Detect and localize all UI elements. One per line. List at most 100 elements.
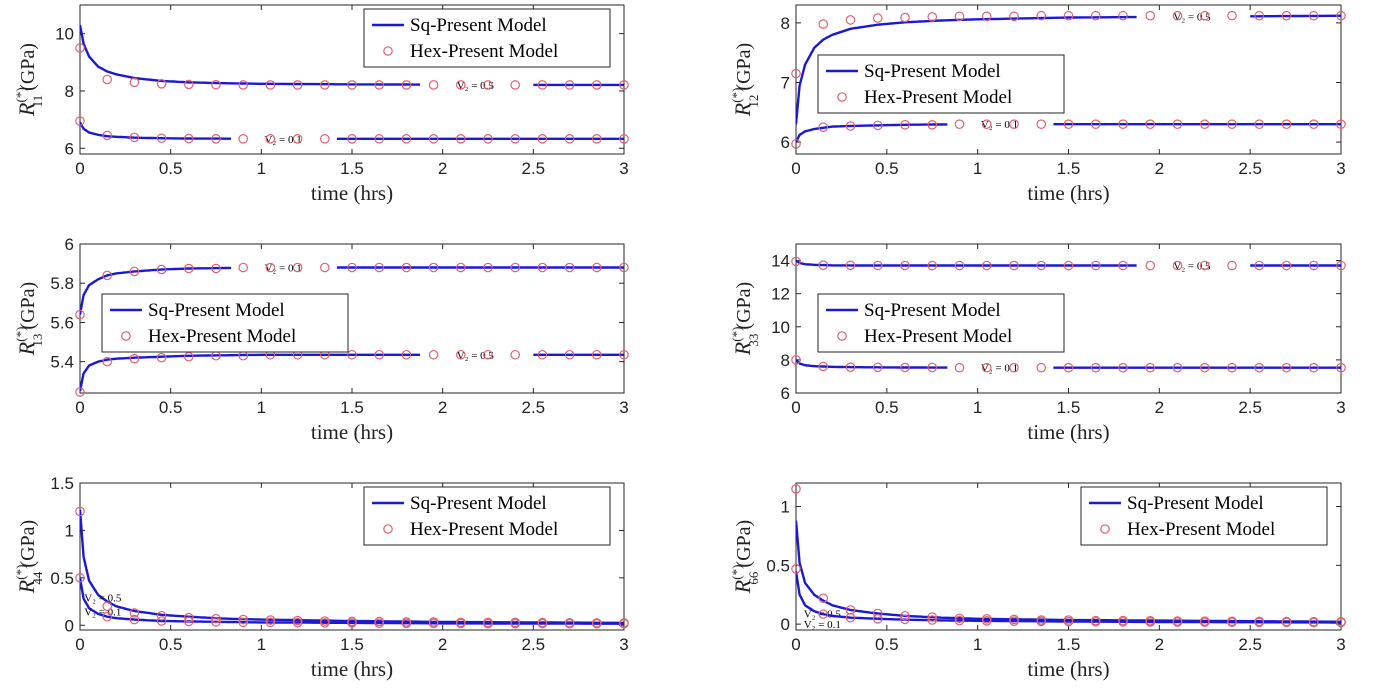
hex-marker xyxy=(1145,260,1156,271)
hex-marker xyxy=(1145,119,1156,129)
hex-marker xyxy=(455,134,466,144)
hex-marker xyxy=(1036,362,1047,373)
hex-marker xyxy=(927,615,938,625)
hex-marker xyxy=(954,119,965,129)
hex-marker xyxy=(900,260,910,271)
hex-marker xyxy=(211,617,221,627)
hex-marker xyxy=(619,262,629,273)
hex-marker xyxy=(347,349,357,360)
hex-marker xyxy=(1009,616,1019,626)
x-tick-label: 0.5 xyxy=(159,635,183,654)
hex-marker xyxy=(954,362,965,373)
legend-marker-swatch xyxy=(837,92,847,102)
x-tick-label: 0.5 xyxy=(875,159,899,178)
legend-box xyxy=(363,8,611,68)
hex-marker xyxy=(1090,119,1101,129)
y-tick-label: 1 xyxy=(65,521,74,540)
hex-marker xyxy=(238,134,248,144)
sq-curve-line xyxy=(80,577,624,625)
hex-marker xyxy=(510,134,520,144)
hex-marker xyxy=(347,80,357,90)
hex-marker xyxy=(845,260,856,271)
curve-annotation: V₂ = 0.5 xyxy=(1173,261,1211,273)
hex-marker xyxy=(374,80,384,90)
x-axis-label: time (hrs) xyxy=(1027,420,1109,444)
hex-marker xyxy=(265,617,276,628)
x-tick-label: 0 xyxy=(75,159,84,178)
hex-marker xyxy=(872,608,883,619)
hex-marker xyxy=(1227,119,1237,129)
hex-marker xyxy=(292,262,303,273)
hex-marker xyxy=(211,134,221,144)
hex-marker xyxy=(927,362,938,373)
sq-curve-line xyxy=(80,121,624,140)
y-tick-label: 5.6 xyxy=(50,313,74,332)
hex-marker xyxy=(510,262,520,273)
hex-marker xyxy=(1172,10,1183,21)
subplot-4: 0 0.5 1 1.5 2 2.5 3 6 8 10 12 14 time (hrs) R(*) 33(GP… xyxy=(729,243,1346,444)
hex-marker xyxy=(129,608,140,618)
y-tick-label: 6 xyxy=(781,133,790,152)
x-tick-label: 3 xyxy=(619,398,628,417)
hex-marker xyxy=(428,134,439,144)
legend: Sq-Present Model Hex-Present Model xyxy=(817,293,1065,353)
x-tick-label: 1.5 xyxy=(340,398,364,417)
legend-label-hex: Hex-Present Model xyxy=(864,326,1012,347)
hex-marker xyxy=(791,256,801,267)
hex-marker xyxy=(238,80,248,90)
hex-marker xyxy=(900,12,910,23)
hex-marker xyxy=(1254,119,1265,129)
hex-marker xyxy=(1090,362,1101,373)
hex-marker xyxy=(845,362,856,372)
sq-curve-line xyxy=(80,509,624,625)
hex-marker xyxy=(564,262,575,273)
hex-marker xyxy=(981,362,992,373)
x-tick-label: 2.5 xyxy=(522,398,546,417)
curve-annotation: V₂ = 0.1 xyxy=(981,363,1018,375)
hex-marker xyxy=(102,270,112,281)
y-axis-label: R(*) 12(GPa) xyxy=(729,43,761,117)
legend: Sq-Present Model Hex-Present Model xyxy=(817,54,1065,114)
hex-marker xyxy=(156,352,167,363)
hex-marker xyxy=(818,609,829,619)
x-tick-label: 3 xyxy=(619,159,628,178)
hex-marker xyxy=(184,616,194,627)
hex-marker xyxy=(1227,362,1237,373)
hex-marker xyxy=(1036,616,1047,627)
sq-curve-line xyxy=(796,14,1341,125)
hex-marker xyxy=(927,260,938,271)
y-axis-label: R(*) 13(GPa) xyxy=(13,282,45,356)
hex-marker xyxy=(75,387,85,397)
curve-annotation: V₂ = 0.1 xyxy=(84,606,121,618)
curve-annotation: V₂ = 0.5 xyxy=(457,350,495,362)
hex-marker xyxy=(954,613,965,624)
hex-marker xyxy=(1308,260,1319,271)
curve-annotation: V₂ = 0.1 xyxy=(804,619,841,631)
y-tick-label: 5.4 xyxy=(50,353,74,372)
x-tick-label: 1 xyxy=(973,398,982,417)
hex-marker xyxy=(238,262,248,273)
hex-marker xyxy=(455,262,466,273)
hex-marker xyxy=(954,615,965,626)
legend-box xyxy=(363,486,611,546)
hex-marker xyxy=(129,132,140,143)
hex-marker xyxy=(981,260,992,271)
x-tick-label: 0.5 xyxy=(159,398,183,417)
x-tick-label: 1.5 xyxy=(1057,398,1081,417)
y-tick-label: 8 xyxy=(65,82,74,101)
hex-marker xyxy=(1308,362,1319,373)
x-tick-label: 2.5 xyxy=(1238,635,1262,654)
legend-box xyxy=(1080,486,1328,546)
hex-marker xyxy=(1172,260,1183,271)
curve-annotation: V₂ = 0.5 xyxy=(1173,12,1211,24)
hex-marker xyxy=(374,134,384,144)
legend-label-hex: Hex-Present Model xyxy=(148,326,296,347)
curve-annotation: V₂ = 0.1 xyxy=(264,263,301,275)
hex-marker xyxy=(401,262,412,273)
hex-marker xyxy=(428,262,439,273)
y-tick-label: 0 xyxy=(781,615,790,634)
hex-marker xyxy=(1227,10,1237,21)
legend-box xyxy=(817,293,1065,353)
x-tick-label: 1.5 xyxy=(340,159,364,178)
y-tick-label: 0.5 xyxy=(766,556,790,575)
